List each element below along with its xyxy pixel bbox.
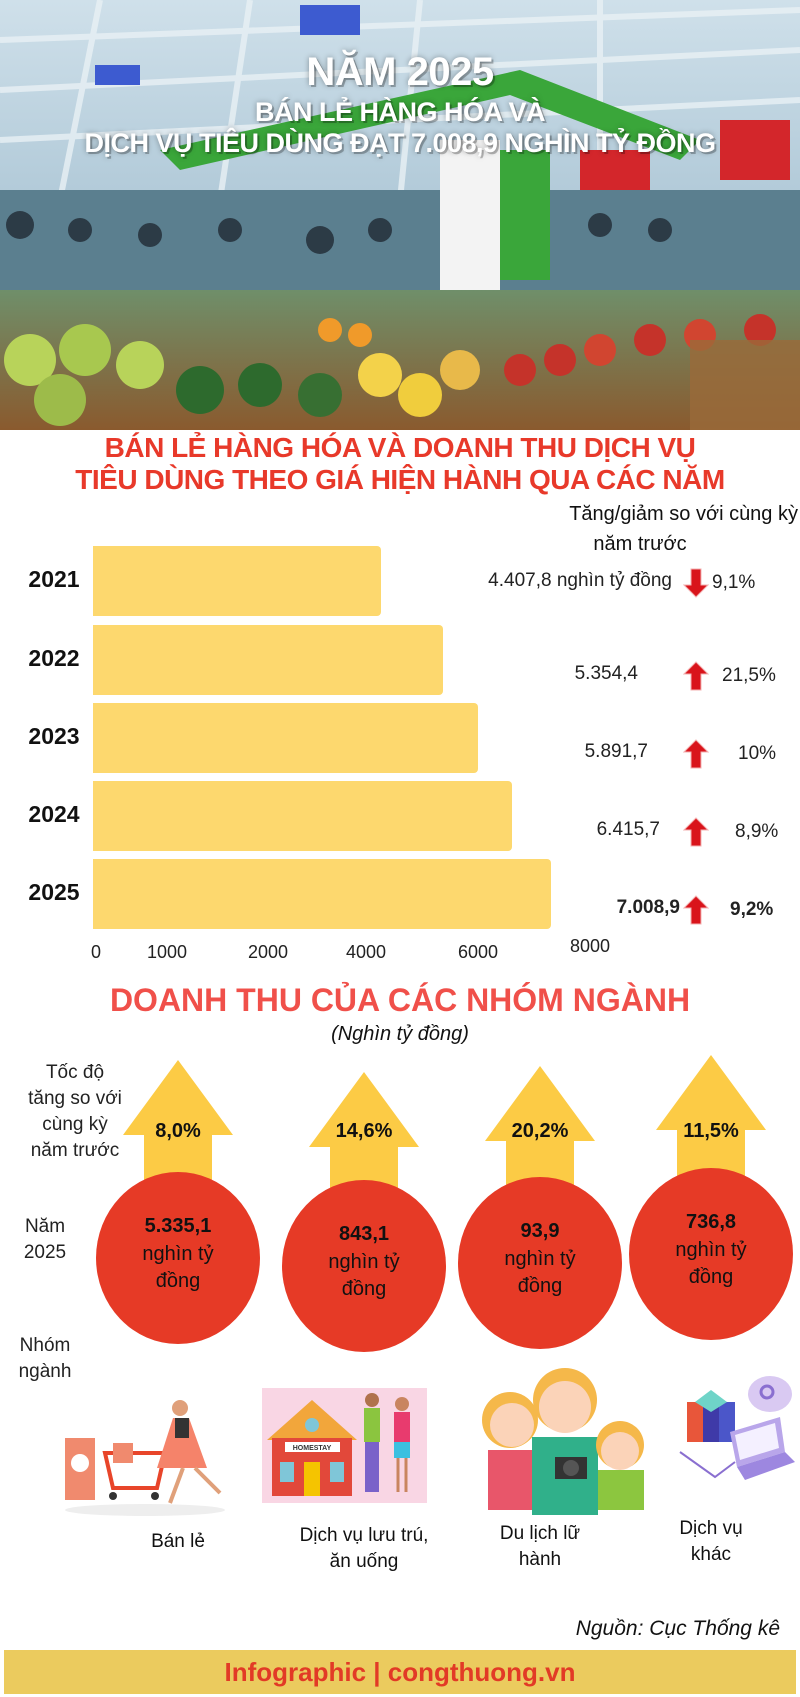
revenue-unit-line2: đồng bbox=[517, 1275, 563, 1297]
year-label: 2023 bbox=[28, 723, 80, 749]
arrow-down-icon bbox=[683, 568, 709, 598]
revenue-circle bbox=[96, 1172, 260, 1344]
x-tick-label: 8000 bbox=[569, 936, 611, 956]
hero-title-line2: BÁN LẺ HÀNG HÓA VÀ bbox=[254, 97, 546, 127]
revenue-unit-line1: nghìn tỷ bbox=[142, 1243, 214, 1265]
industry-name: Dịch vụ bbox=[679, 1518, 743, 1539]
year-label: 2022 bbox=[28, 645, 80, 671]
industry-name: Du lịch lữ bbox=[499, 1523, 581, 1544]
growth-label: 11,5% bbox=[683, 1120, 739, 1142]
revenue-unit-line1: nghìn tỷ bbox=[675, 1239, 747, 1261]
value-label: 5.891,7 bbox=[584, 741, 648, 762]
bar-chart: 2021 4.407,8 nghìn tỷ đồng 9,1% 2022 5.354,4… bbox=[28, 546, 779, 962]
row-label-growth-line: tăng so với bbox=[28, 1088, 122, 1109]
growth-label: 14,6% bbox=[335, 1120, 393, 1142]
revenue-circle bbox=[282, 1180, 446, 1352]
change-label: 21,5% bbox=[722, 665, 776, 686]
bar bbox=[93, 703, 478, 773]
change-header-line1: Tăng/giảm so với cùng kỳ bbox=[569, 503, 798, 525]
x-tick-label: 1000 bbox=[146, 942, 188, 962]
revenue-circle bbox=[629, 1168, 793, 1340]
arrow-up-icon bbox=[683, 661, 709, 691]
x-tick-label: 4000 bbox=[345, 942, 387, 962]
industry-name: khác bbox=[690, 1544, 732, 1565]
revenue-value: 93,9 bbox=[520, 1220, 560, 1242]
industry-name: Dịch vụ lưu trú, bbox=[299, 1525, 429, 1546]
revenue-value: 5.335,1 bbox=[144, 1215, 212, 1237]
section2-title: DOANH THU CỦA CÁC NHÓM NGÀNH bbox=[109, 982, 691, 1018]
row-label-growth: Tốc độ tăng so với cùng kỳ năm trước bbox=[5, 1060, 145, 1164]
row-label-group: Nhóm ngành bbox=[5, 1333, 85, 1385]
change-label: 10% bbox=[738, 743, 777, 764]
revenue-circle bbox=[458, 1177, 622, 1349]
growth-label: 8,0% bbox=[155, 1120, 201, 1142]
hero-title-line3: DỊCH VỤ TIÊU DÙNG ĐẠT 7.008,9 NGHÌN TỶ Đ… bbox=[84, 128, 716, 158]
row-label-year: Năm 2025 bbox=[5, 1214, 85, 1266]
industry-name: hành bbox=[518, 1549, 562, 1570]
source-note: Nguồn: Cục Thống kê bbox=[575, 1617, 780, 1640]
value-label: 6.415,7 bbox=[596, 819, 660, 840]
change-label: 8,9% bbox=[735, 821, 779, 842]
year-label: 2025 bbox=[28, 879, 80, 905]
row-label-year-line: 2025 bbox=[23, 1242, 67, 1263]
year-label: 2024 bbox=[28, 801, 80, 827]
supermarket-photo bbox=[0, 0, 800, 430]
industry-name: ăn uống bbox=[329, 1551, 399, 1572]
revenue-unit-line2: đồng bbox=[688, 1266, 734, 1288]
arrow-up-icon bbox=[683, 895, 709, 925]
change-header-line2: năm trước bbox=[593, 533, 687, 555]
row-label-growth-line: cùng kỳ bbox=[42, 1114, 108, 1135]
growth-label: 20,2% bbox=[511, 1120, 569, 1142]
arrow-up-icon bbox=[683, 817, 709, 847]
revenue-unit-line1: nghìn tỷ bbox=[328, 1251, 400, 1273]
row-label-growth-line: năm trước bbox=[30, 1140, 120, 1161]
x-tick-label: 6000 bbox=[457, 942, 499, 962]
value-label: 5.354,4 bbox=[574, 663, 638, 684]
row-label-growth-line: Tốc độ bbox=[45, 1062, 105, 1083]
bar bbox=[93, 625, 443, 695]
section2-subtitle: (Nghìn tỷ đồng) bbox=[331, 1023, 469, 1045]
value-label: 7.008,9 bbox=[616, 897, 680, 918]
tourist-family-illustration-icon bbox=[482, 1368, 644, 1515]
homestay-sign: HOMESTAY bbox=[293, 1445, 332, 1452]
hero-title-year: NĂM 2025 bbox=[306, 50, 494, 94]
revenue-unit-line2: đồng bbox=[341, 1278, 387, 1300]
revenue-value: 736,8 bbox=[685, 1211, 737, 1233]
revenue-value: 843,1 bbox=[338, 1223, 390, 1245]
shopping-cart-illustration-icon bbox=[65, 1400, 225, 1516]
section1-title-line2: TIÊU DÙNG THEO GIÁ HIỆN HÀNH QUA CÁC NĂM bbox=[75, 464, 725, 495]
bar bbox=[93, 859, 551, 929]
footer-banner: Infographic | congthuong.vn bbox=[4, 1650, 796, 1694]
section1-title-line1: BÁN LẺ HÀNG HÓA VÀ DOANH THU DỊCH VỤ bbox=[104, 432, 696, 463]
row-label-group-line: ngành bbox=[18, 1361, 72, 1382]
bar bbox=[93, 781, 513, 851]
industry-name: Bán lẻ bbox=[151, 1531, 205, 1552]
revenue-unit-line1: nghìn tỷ bbox=[504, 1248, 576, 1270]
x-tick-label: 0 bbox=[90, 942, 102, 962]
hero-photo: NĂM 2025 BÁN LẺ HÀNG HÓA VÀ DỊCH VỤ TIÊU… bbox=[0, 0, 800, 430]
change-label: 9,2% bbox=[730, 899, 774, 920]
arrow-up-icon bbox=[683, 739, 709, 769]
row-label-year-line: Năm bbox=[24, 1216, 66, 1237]
change-label: 9,1% bbox=[712, 572, 756, 593]
year-label: 2021 bbox=[28, 566, 80, 592]
bar bbox=[93, 546, 382, 616]
revenue-unit-line2: đồng bbox=[155, 1270, 201, 1292]
value-label: 4.407,8 nghìn tỷ đồng bbox=[488, 570, 672, 591]
x-tick-label: 2000 bbox=[247, 942, 289, 962]
server-laptop-illustration-icon bbox=[679, 1376, 795, 1480]
homestay-illustration-icon: HOMESTAY bbox=[262, 1388, 427, 1503]
row-label-group-line: Nhóm bbox=[19, 1335, 71, 1356]
